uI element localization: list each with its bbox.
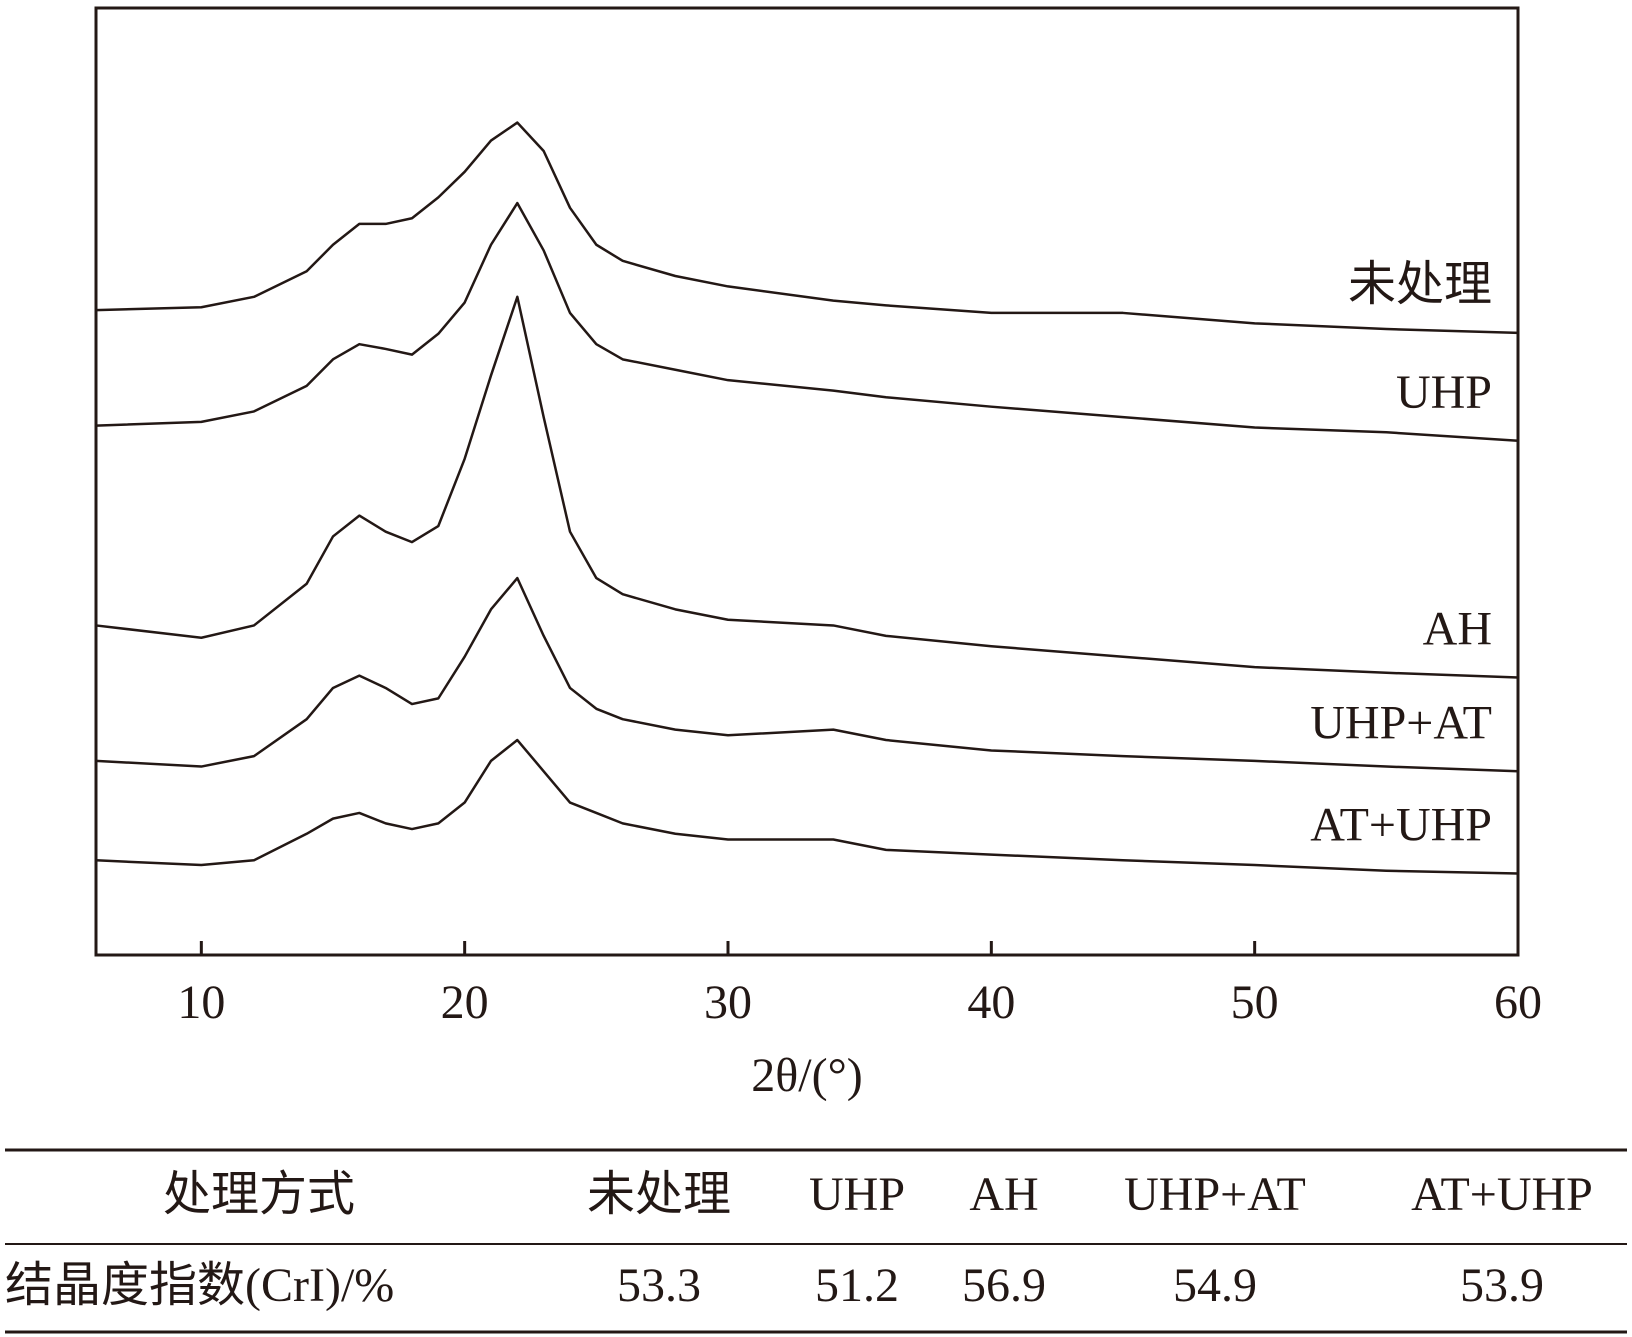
series-label: AT+UHP: [1310, 799, 1492, 852]
xrd-curve: [95, 295, 1519, 679]
table-header-cell: 处理方式: [163, 1168, 355, 1221]
x-tick-label: 50: [1231, 976, 1279, 1029]
x-tick-label: 40: [967, 976, 1015, 1029]
xrd-curve: [95, 576, 1519, 773]
series-label: 未处理: [1348, 258, 1492, 311]
table-header-cell: UHP+AT: [1124, 1168, 1306, 1221]
table-cell: 结晶度指数(CrI)/%: [5, 1259, 394, 1312]
series-label: UHP+AT: [1310, 696, 1492, 749]
series-label: AH: [1423, 603, 1492, 656]
x-tick-label: 20: [441, 976, 489, 1029]
x-axis-label: 2θ/(°): [751, 1049, 863, 1102]
table-header-cell: UHP: [809, 1168, 905, 1221]
table-cell: 53.9: [1460, 1259, 1544, 1312]
plot-frame: [94, 6, 1520, 957]
series-label: UHP: [1396, 366, 1492, 419]
table-cell: 51.2: [815, 1259, 899, 1312]
xrd-curve: [95, 738, 1519, 875]
table-header-cell: AT+UHP: [1411, 1168, 1593, 1221]
x-tick-label: 30: [704, 976, 752, 1029]
table-header-cell: 未处理: [587, 1168, 731, 1221]
table-cell: 56.9: [962, 1259, 1046, 1312]
x-tick-label: 60: [1494, 976, 1542, 1029]
xrd-curve: [95, 121, 1519, 335]
table-cell: 54.9: [1173, 1259, 1257, 1312]
table-header-cell: AH: [969, 1168, 1038, 1221]
table-cell: 53.3: [617, 1259, 701, 1312]
x-tick-label: 10: [177, 976, 225, 1029]
xrd-curve: [95, 201, 1519, 443]
